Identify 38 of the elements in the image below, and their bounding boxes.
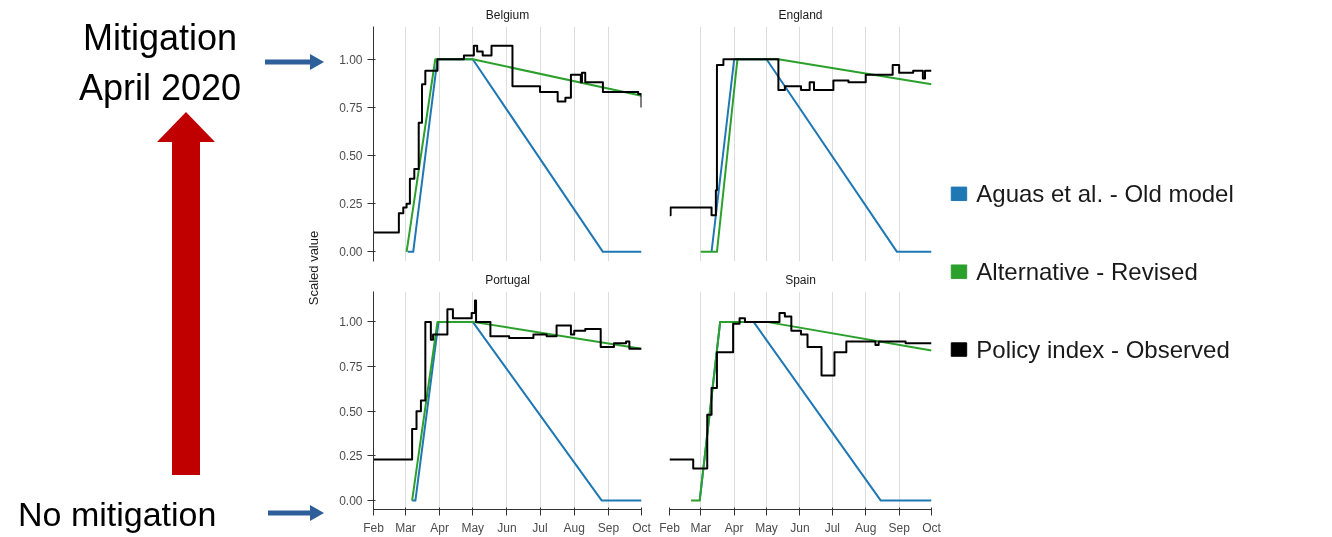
y-tick-label: 0.00 <box>339 494 363 509</box>
legend-label: Aguas et al. - Old model <box>976 180 1234 208</box>
y-tick-label: 0.50 <box>339 149 363 164</box>
x-tick-label: Aug <box>855 520 877 535</box>
y-tick-label: 0.25 <box>339 197 363 212</box>
x-tick-label: May <box>755 520 778 535</box>
x-tick-label: Mar <box>690 520 712 535</box>
y-tick-label: 0.25 <box>339 449 363 464</box>
x-tick-label: Aug <box>563 520 585 535</box>
x-tick-label: Oct <box>922 520 942 535</box>
x-tick-label: Jun <box>790 520 810 535</box>
legend-label: Alternative - Revised <box>976 258 1198 286</box>
x-tick-label: Jun <box>497 520 517 535</box>
x-tick-label: May <box>461 520 485 535</box>
y-tick-label: 1.00 <box>339 315 363 330</box>
text: No mitigation <box>18 495 217 533</box>
y-tick-label: 0.75 <box>339 100 363 115</box>
y-tick-label: 0.50 <box>339 404 363 419</box>
x-tick-label: Jul <box>824 520 840 535</box>
x-tick-label: Sep <box>597 520 620 535</box>
x-tick-label: Feb <box>363 520 385 535</box>
y-tick-label: 1.00 <box>339 52 363 67</box>
legend-label: Policy index - Observed <box>976 336 1230 364</box>
y-tick-label: 0.00 <box>339 245 363 260</box>
chart-title: Portugal <box>485 272 530 287</box>
y-axis-title: Scaled value <box>306 230 321 306</box>
chart-title: England <box>778 7 823 22</box>
chart-title: Belgium <box>485 7 530 22</box>
x-tick-label: Jul <box>532 520 548 535</box>
x-tick-label: Sep <box>888 520 911 535</box>
chart-title: Spain <box>785 272 816 287</box>
x-tick-label: Feb <box>659 520 681 535</box>
text: Mitigation April 2020 <box>78 17 242 108</box>
x-tick-label: Apr <box>430 520 450 535</box>
x-tick-label: Oct <box>632 520 652 535</box>
x-tick-label: Mar <box>395 520 416 535</box>
x-tick-label: Apr <box>724 520 744 535</box>
y-tick-label: 0.75 <box>339 360 363 375</box>
